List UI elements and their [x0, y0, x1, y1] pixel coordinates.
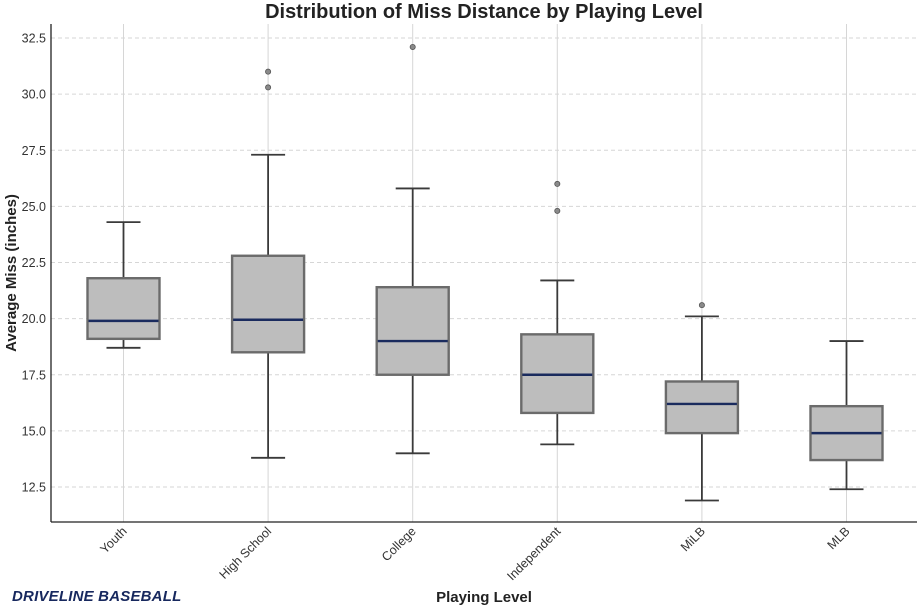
grid-layer — [51, 24, 917, 522]
box-iqr — [230, 254, 306, 354]
box-iqr — [664, 380, 740, 435]
y-tick-label: 30.0 — [22, 88, 46, 102]
box-iqr — [86, 277, 161, 341]
x-axis-label: Playing Level — [436, 589, 532, 606]
x-tick-label: MLB — [825, 524, 853, 552]
y-tick-label: 12.5 — [22, 481, 46, 495]
x-tick-label: High School — [217, 524, 275, 582]
outlier-point — [409, 43, 416, 50]
outlier-point — [265, 84, 272, 91]
y-tick-label: 20.0 — [22, 312, 46, 326]
x-tick-label: Independent — [504, 524, 563, 583]
box-group — [520, 180, 595, 446]
y-tick-label: 22.5 — [22, 256, 46, 270]
box-group — [664, 302, 740, 502]
box-group — [86, 221, 161, 349]
y-axis-label: Average Miss (inches) — [3, 194, 20, 352]
box-group — [230, 68, 306, 459]
y-tick-label: 27.5 — [22, 144, 46, 158]
boxes-layer — [86, 43, 884, 502]
y-tick-label: 15.0 — [22, 424, 46, 438]
y-tick-label: 32.5 — [22, 32, 46, 46]
box-group — [375, 43, 450, 455]
y-tick-label: 17.5 — [22, 368, 46, 382]
x-tick-label: MiLB — [678, 524, 708, 554]
x-tick-label: Youth — [97, 524, 129, 556]
y-tick-label: 25.0 — [22, 200, 46, 214]
x-tick-label: College — [379, 524, 419, 564]
chart-title: Distribution of Miss Distance by Playing… — [265, 1, 703, 23]
outlier-point — [554, 180, 561, 187]
outlier-point — [554, 207, 561, 214]
outlier-point — [698, 302, 705, 309]
box-iqr — [375, 285, 450, 376]
brand-logo-text: DRIVELINE BASEBALL — [12, 588, 182, 605]
axes-layer — [50, 24, 917, 523]
outlier-point — [265, 68, 272, 75]
box-group — [809, 340, 884, 491]
